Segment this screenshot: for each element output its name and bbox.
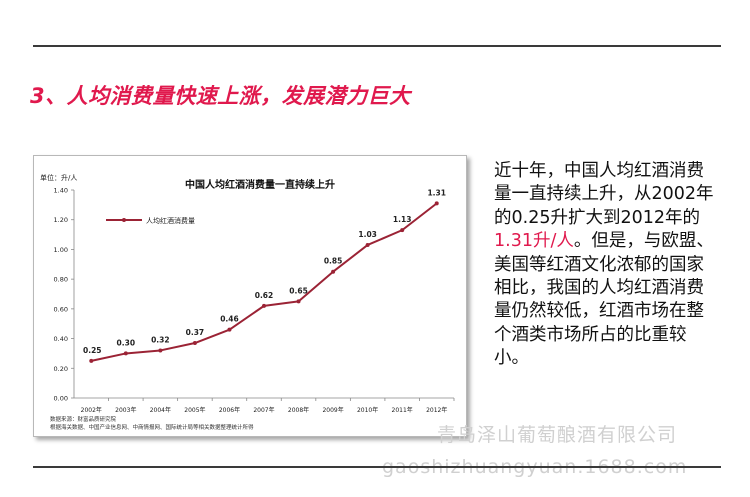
x-tick-label: 2009年 — [322, 406, 343, 414]
data-label: 0.37 — [186, 328, 205, 337]
data-label: 0.32 — [151, 335, 170, 344]
x-tick-label: 2006年 — [219, 406, 240, 414]
data-label: 0.65 — [289, 286, 308, 295]
chart-title: 中国人均红酒消费量一直持续上升 — [185, 178, 335, 191]
data-label: 0.30 — [117, 338, 136, 347]
data-label: 1.13 — [393, 215, 412, 224]
description-before: 近十年，中国人均红酒消费量一直持续上升，从2002年的0.25升扩大到2012年… — [494, 161, 714, 228]
x-tick-label: 2002年 — [81, 406, 102, 414]
y-tick-label: 0.80 — [54, 276, 68, 284]
data-point — [400, 228, 405, 233]
y-tick-label: 1.40 — [54, 187, 68, 195]
description-after: 。但是，与欧盟、美国等红酒文化浓郁的国家相比，我国的人均红酒消费量仍然较低，红酒… — [494, 231, 714, 369]
data-point — [158, 348, 163, 353]
x-tick-label: 2008年 — [288, 406, 309, 414]
x-tick-label: 2010年 — [357, 406, 378, 414]
data-point — [123, 351, 128, 356]
data-point — [296, 299, 301, 304]
y-tick-label: 1.20 — [54, 216, 68, 224]
data-point — [331, 269, 336, 274]
data-label: 1.31 — [427, 188, 446, 197]
data-point — [365, 242, 370, 247]
x-tick-label: 2003年 — [115, 406, 136, 414]
data-point — [227, 327, 232, 332]
section-heading: 3、人均消费量快速上涨，发展潜力巨大 — [30, 84, 411, 108]
source-line-1: 数据来源：财富品质研究院 — [50, 415, 117, 423]
bottom-divider — [33, 466, 721, 468]
series-line — [91, 202, 438, 362]
line-chart: 单位：升/人 中国人均红酒消费量一直持续上升 人均红酒消费量 0.00 0.20 0… — [40, 173, 455, 431]
watermark-company: 青岛泽山葡萄酿酒有限公司 — [437, 424, 678, 446]
x-tick-label: 2012年 — [426, 406, 447, 414]
data-label: 0.62 — [255, 291, 274, 300]
x-tick-label: 2004年 — [150, 406, 171, 414]
chart-panel: 单位：升/人 中国人均红酒消费量一直持续上升 人均红酒消费量 0.00 0.20 0… — [33, 155, 467, 437]
data-label: 0.85 — [324, 257, 343, 266]
y-tick-label: 0.00 — [54, 395, 68, 403]
data-point — [262, 303, 266, 308]
data-point — [434, 201, 439, 206]
y-tick-label: 1.00 — [54, 246, 68, 254]
y-tick-label: 0.20 — [54, 365, 68, 373]
legend-label: 人均红酒消费量 — [146, 216, 195, 225]
description-highlight: 1.31升/人 — [494, 231, 574, 252]
data-label: 0.25 — [83, 346, 102, 355]
unit-label: 单位：升/人 — [40, 173, 77, 182]
source-line-2: 根据海关数据、中国产业信息网、中商情报网、国际统计局等相关数据整理统计所得 — [50, 423, 254, 431]
data-point — [192, 341, 197, 346]
legend-marker — [122, 218, 126, 222]
description-text: 近十年，中国人均红酒消费量一直持续上升，从2002年的0.25升扩大到2012年… — [494, 160, 719, 371]
y-tick-label: 0.40 — [54, 335, 68, 343]
x-tick-label: 2007年 — [253, 406, 274, 414]
y-tick-label: 0.60 — [54, 305, 68, 313]
data-label: 1.03 — [358, 230, 377, 239]
data-label: 0.46 — [220, 315, 239, 324]
top-divider — [33, 45, 721, 47]
x-tick-label: 2011年 — [392, 406, 413, 414]
x-tick-label: 2005年 — [184, 406, 205, 414]
data-point — [89, 358, 94, 363]
